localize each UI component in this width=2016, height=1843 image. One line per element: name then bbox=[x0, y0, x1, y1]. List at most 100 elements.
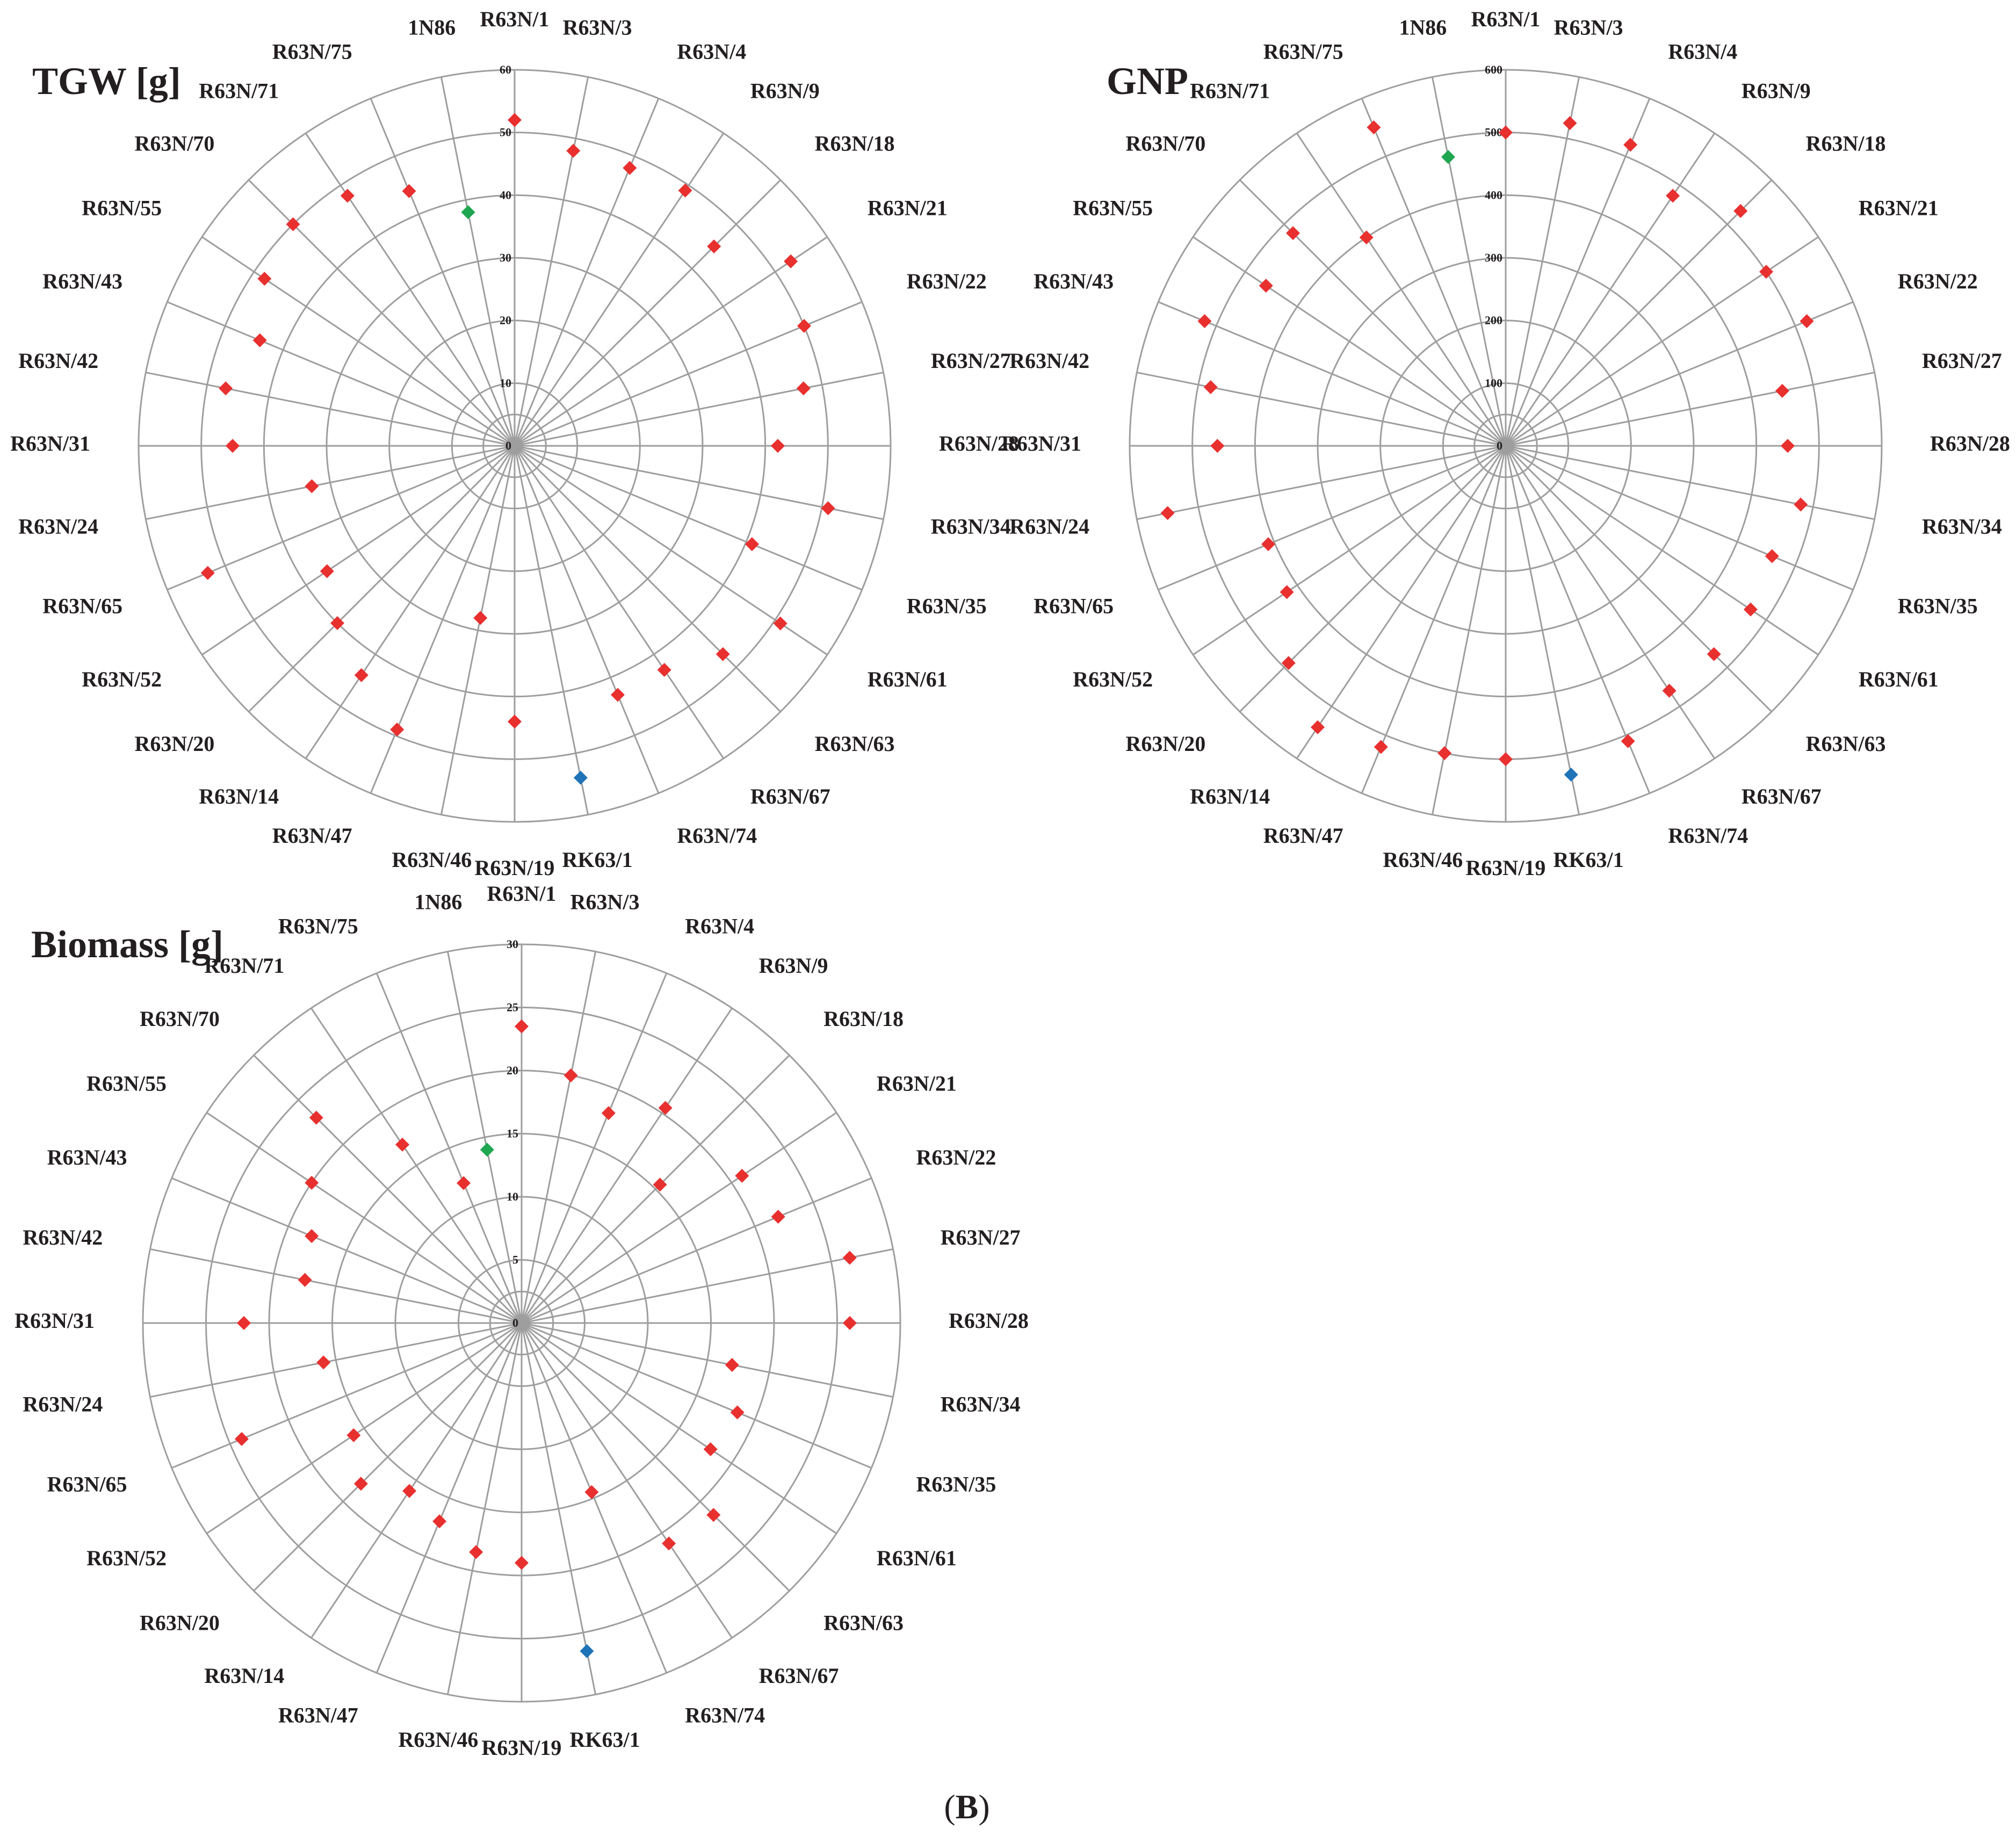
data-point-marker bbox=[1280, 585, 1294, 599]
tick-label: 300 bbox=[1485, 251, 1502, 264]
category-label: R63N/3 bbox=[563, 15, 632, 39]
tick-label: 20 bbox=[500, 314, 511, 327]
category-label: R63N/19 bbox=[482, 1736, 562, 1760]
data-point-marker bbox=[354, 668, 368, 682]
data-point-marker bbox=[309, 1110, 323, 1125]
data-point-marker bbox=[1441, 150, 1456, 164]
category-label: R63N/9 bbox=[759, 953, 828, 978]
data-point-marker bbox=[340, 189, 355, 203]
data-point-marker bbox=[1765, 549, 1779, 563]
data-point-marker bbox=[1197, 314, 1212, 328]
category-label: R63N/63 bbox=[815, 732, 895, 756]
data-point-marker bbox=[563, 1068, 578, 1083]
data-point-marker bbox=[1261, 537, 1276, 552]
category-label: R63N/70 bbox=[140, 1007, 220, 1031]
tick-label: 60 bbox=[500, 63, 511, 76]
tick-label: 0 bbox=[512, 1316, 518, 1329]
category-label: RK63/1 bbox=[570, 1728, 640, 1752]
spoke-line bbox=[248, 179, 516, 447]
spoke-line bbox=[146, 445, 515, 521]
data-point-marker bbox=[1781, 439, 1795, 453]
data-point-marker bbox=[508, 113, 522, 127]
tick-label: 10 bbox=[507, 1190, 518, 1203]
spoke-line bbox=[1193, 445, 1506, 656]
data-point-marker bbox=[1367, 120, 1381, 135]
data-point-marker bbox=[703, 1442, 718, 1457]
biomass-title: Biomass [g] bbox=[31, 923, 223, 966]
category-label: 1N86 bbox=[1399, 15, 1447, 39]
category-label: R63N/31 bbox=[10, 431, 90, 456]
category-label: R63N/70 bbox=[134, 132, 214, 156]
data-point-marker bbox=[1800, 314, 1814, 328]
category-label: R63N/35 bbox=[1898, 594, 1978, 618]
category-label: R63N/21 bbox=[1859, 196, 1939, 220]
category-label: R63N/42 bbox=[18, 349, 98, 373]
spoke-line bbox=[1137, 445, 1506, 521]
category-label: R63N/43 bbox=[1034, 269, 1114, 293]
spoke-line bbox=[370, 445, 516, 794]
data-point-marker bbox=[237, 1316, 251, 1330]
category-label: R63N/43 bbox=[47, 1145, 127, 1169]
tick-label: 0 bbox=[1497, 439, 1502, 452]
category-label: R63N/24 bbox=[18, 514, 98, 538]
spoke-line bbox=[514, 445, 725, 759]
spoke-line bbox=[521, 1054, 790, 1324]
data-point-marker bbox=[1374, 740, 1388, 754]
data-point-marker bbox=[658, 1101, 673, 1115]
data-point-marker bbox=[653, 1177, 667, 1192]
data-point-marker bbox=[1203, 380, 1218, 394]
data-point-marker bbox=[1564, 768, 1578, 782]
spoke-line bbox=[375, 1322, 523, 1673]
category-label: R63N/43 bbox=[42, 269, 122, 293]
category-label: R63N/65 bbox=[42, 594, 122, 618]
tick-label: 0 bbox=[505, 439, 511, 452]
data-point-marker bbox=[796, 381, 811, 396]
tick-label: 40 bbox=[500, 188, 511, 201]
panel-label-close: ) bbox=[978, 1788, 989, 1826]
category-label: 1N86 bbox=[414, 890, 462, 914]
spoke-line bbox=[1361, 445, 1507, 794]
category-label: R63N/20 bbox=[1125, 732, 1205, 756]
data-point-marker bbox=[797, 319, 811, 333]
category-label: R63N/28 bbox=[939, 431, 1019, 456]
spoke-line bbox=[201, 236, 515, 447]
data-point-marker bbox=[707, 239, 721, 254]
data-point-marker bbox=[508, 714, 522, 729]
data-point-marker bbox=[219, 381, 233, 396]
data-point-marker bbox=[330, 616, 345, 630]
spoke-line bbox=[514, 98, 660, 446]
spoke-line bbox=[150, 1248, 522, 1324]
panel-label: (B) bbox=[944, 1788, 989, 1826]
category-label: R63N/18 bbox=[815, 132, 895, 156]
data-point-marker bbox=[784, 254, 798, 269]
data-point-marker bbox=[457, 1176, 471, 1190]
data-point-marker bbox=[1563, 116, 1577, 131]
data-point-marker bbox=[730, 1405, 745, 1420]
category-label: R63N/21 bbox=[877, 1071, 957, 1095]
data-point-marker bbox=[252, 333, 267, 348]
spoke-line bbox=[171, 1322, 522, 1469]
spoke-line bbox=[514, 133, 725, 446]
category-label: R63N/18 bbox=[1806, 132, 1886, 156]
category-label: R63N/61 bbox=[868, 667, 948, 691]
tick-label: 200 bbox=[1485, 314, 1502, 327]
category-label: R63N/31 bbox=[15, 1309, 95, 1333]
category-label: R63N/24 bbox=[1009, 514, 1089, 538]
category-label: R63N/3 bbox=[570, 890, 640, 914]
category-label: R63N/65 bbox=[47, 1472, 127, 1496]
spoke-line bbox=[521, 1322, 837, 1534]
data-point-marker bbox=[1707, 647, 1721, 661]
spoke-line bbox=[1431, 77, 1507, 446]
category-label: R63N/67 bbox=[1742, 784, 1822, 808]
data-point-marker bbox=[402, 184, 416, 198]
category-label: R63N/75 bbox=[272, 39, 352, 63]
tick-label: 30 bbox=[500, 251, 511, 264]
spoke-line bbox=[305, 445, 516, 759]
spoke-line bbox=[1505, 371, 1875, 447]
category-label: R63N/47 bbox=[272, 823, 352, 848]
spoke-line bbox=[514, 445, 589, 815]
data-point-marker bbox=[1259, 278, 1273, 293]
category-label: R63N/35 bbox=[916, 1472, 996, 1496]
tick-label: 30 bbox=[507, 937, 518, 951]
